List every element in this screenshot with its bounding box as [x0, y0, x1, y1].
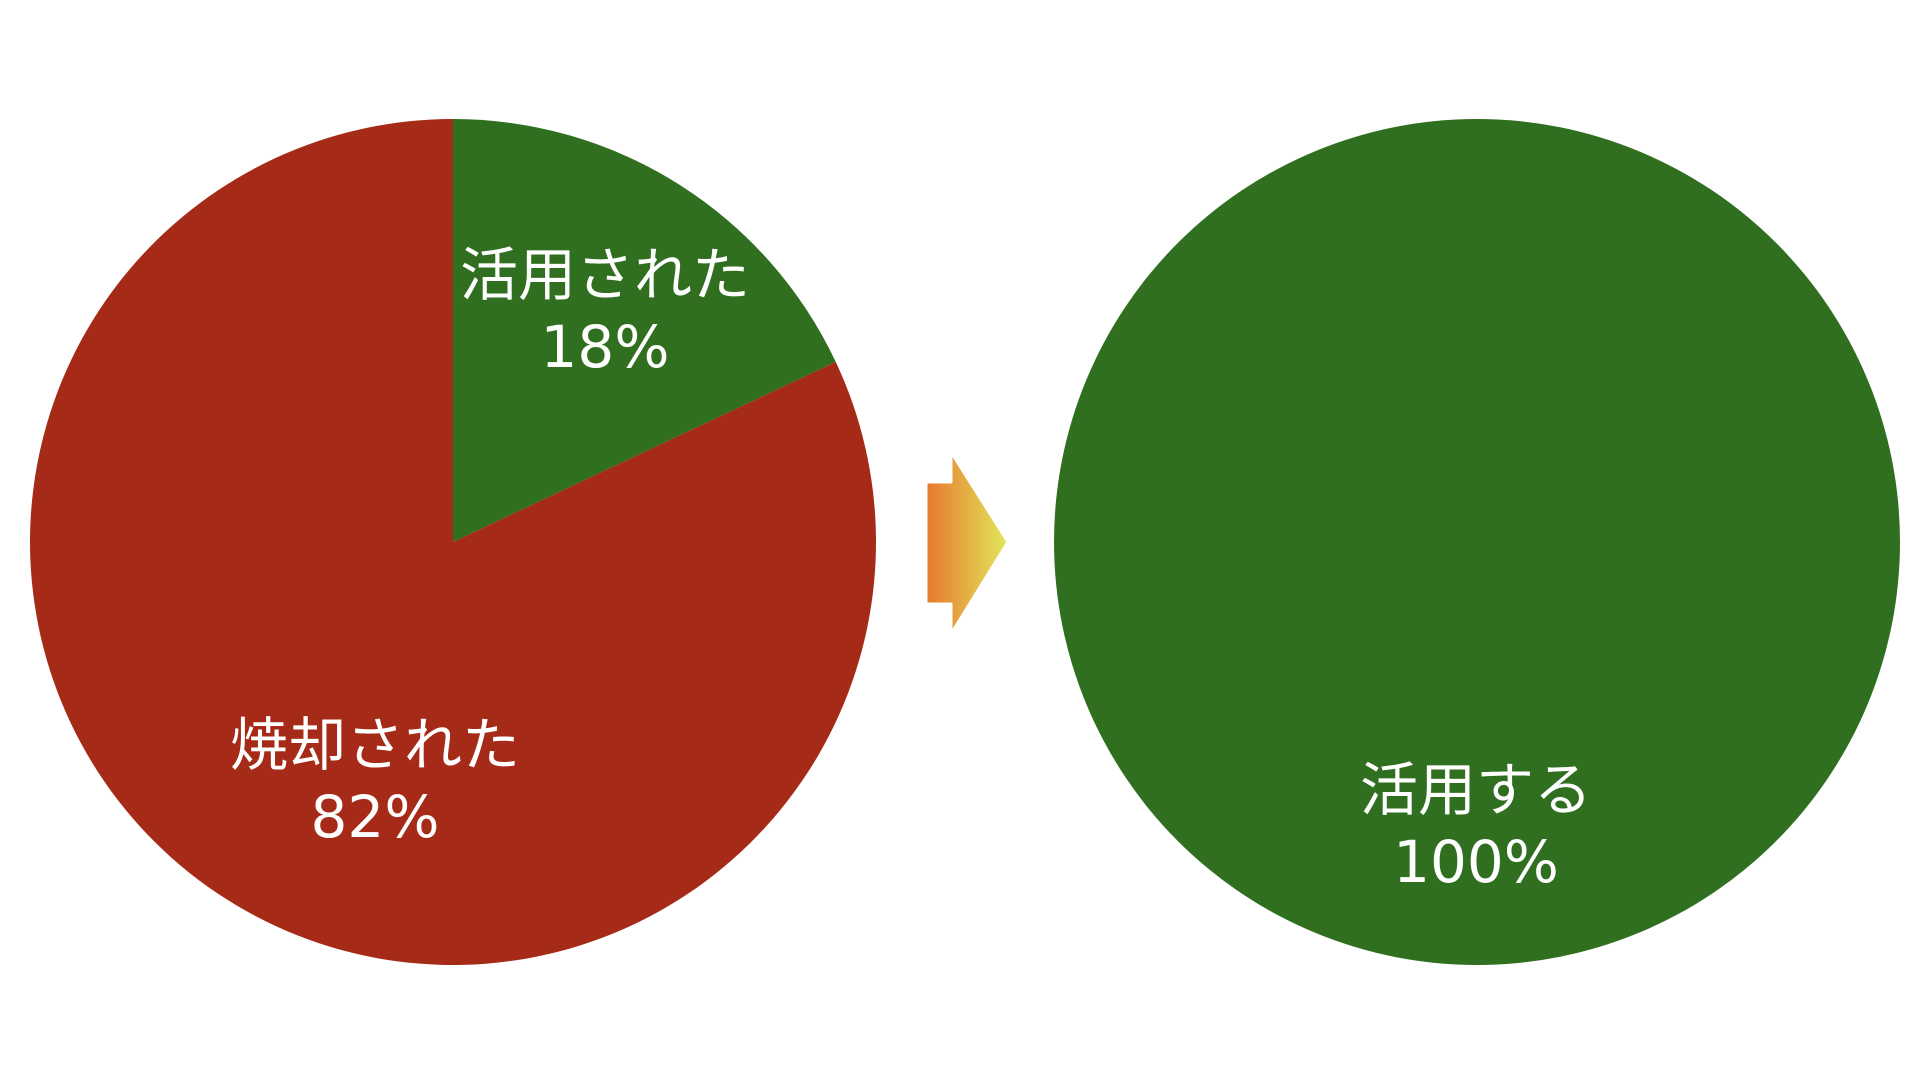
- slice-percent-0-0: 18%: [541, 313, 670, 381]
- slice-label-0-1: 焼却された: [230, 711, 520, 779]
- pie-slice-0-0: [453, 119, 836, 542]
- pie-slice-0-1: [29, 119, 876, 966]
- slice-label-1-0: 活用する: [1360, 756, 1592, 824]
- pie-slice-1-0: [1054, 119, 1900, 965]
- right-arrow-icon: [924, 450, 1010, 636]
- slice-percent-1-0: 100%: [1393, 828, 1559, 896]
- slice-percent-0-1: 82%: [311, 783, 440, 851]
- slice-label-0-0: 活用された: [460, 241, 750, 309]
